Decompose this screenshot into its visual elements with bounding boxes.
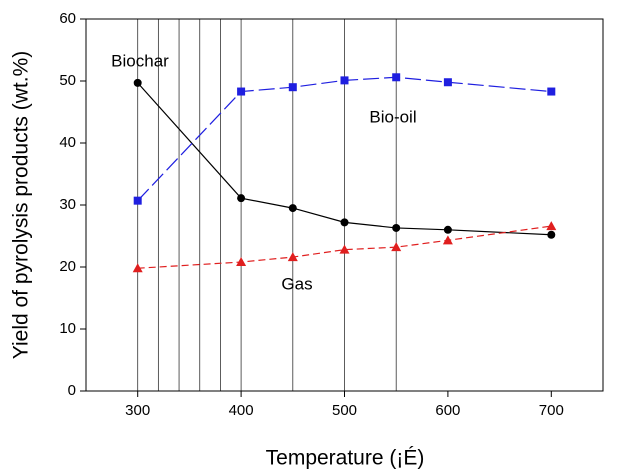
y-tick-label: 10	[59, 320, 76, 337]
x-tick-label: 300	[125, 402, 150, 419]
marker	[236, 257, 247, 267]
y-tick-label: 60	[59, 10, 76, 27]
x-axis-title: Temperature (¡É)	[266, 447, 425, 470]
marker	[340, 76, 349, 85]
x-tick-label: 500	[332, 402, 357, 419]
marker	[391, 242, 402, 252]
y-tick-label: 20	[59, 258, 76, 275]
marker	[237, 87, 246, 96]
marker	[392, 223, 401, 232]
marker	[340, 218, 349, 227]
y-axis-title: Yield of pyrolysis products (wt.%)	[10, 51, 33, 360]
marker	[443, 225, 452, 234]
marker	[443, 78, 452, 87]
marker	[237, 194, 246, 203]
y-tick-label: 0	[68, 382, 76, 399]
marker	[133, 196, 142, 205]
marker	[546, 221, 557, 231]
x-tick-label: 600	[435, 402, 460, 419]
marker	[392, 73, 401, 82]
x-tick-label: 700	[539, 402, 564, 419]
marker	[547, 230, 556, 239]
series-label: Bio-oil	[369, 107, 416, 126]
marker	[547, 87, 556, 96]
marker	[288, 83, 297, 92]
marker	[288, 204, 297, 213]
marker	[287, 252, 298, 262]
y-tick-label: 40	[59, 134, 76, 151]
y-tick-label: 30	[59, 196, 76, 213]
y-tick-label: 50	[59, 72, 76, 89]
x-tick-label: 400	[229, 402, 254, 419]
series-label: Biochar	[111, 51, 169, 70]
marker	[133, 78, 142, 87]
marker	[442, 235, 453, 245]
marker	[132, 263, 143, 273]
marker	[339, 244, 350, 254]
series-label: Gas	[281, 274, 312, 293]
